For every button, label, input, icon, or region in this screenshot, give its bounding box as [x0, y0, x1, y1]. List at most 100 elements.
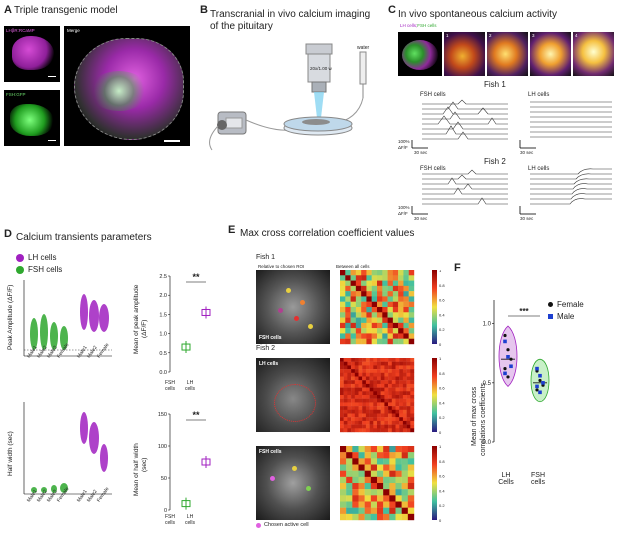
heatmap-cell: [364, 489, 372, 496]
heatmap-cell: [345, 317, 351, 324]
heatmap-cell: [380, 391, 385, 396]
roi-lh-label: LH cells: [259, 361, 279, 367]
heatmap-cell: [398, 301, 404, 308]
heatmap-cell: [391, 361, 396, 366]
heatmap-cell: [358, 358, 363, 362]
mean-marker: [201, 458, 211, 466]
heatmap-cell: [358, 417, 363, 422]
heatmap-cell: [358, 446, 365, 453]
heatmap-cell: [340, 317, 346, 324]
heatmap-cell: [377, 328, 383, 334]
heatmap-cell: [347, 372, 352, 377]
panel-d-letter: D: [4, 228, 12, 240]
heatmap-cell: [373, 391, 378, 396]
heatmap-cell: [401, 476, 409, 484]
heatmap-cell: [388, 372, 392, 377]
male-point: [506, 355, 510, 359]
heatmap-cell: [398, 322, 404, 329]
heatmap-cell: [340, 391, 344, 396]
heatmap-cell: [384, 391, 389, 396]
heatmap-cell: [410, 358, 415, 362]
f-x-lh-1: LH: [501, 472, 511, 479]
heatmap-cell: [347, 424, 352, 429]
heatmap-cell: [371, 328, 378, 334]
heatmap-cell: [362, 391, 367, 396]
heatmap-cell: [395, 424, 400, 429]
heatmap-cell: [350, 296, 357, 302]
panel-f-letter: F: [454, 262, 461, 274]
heatmap-cell: [392, 296, 399, 302]
heatmap-cell: [362, 417, 367, 422]
heatmap-cell: [365, 365, 370, 370]
heatmap-cell: [408, 307, 415, 313]
heatmap-cell: [380, 428, 385, 433]
legend-lh-label: LH cells: [28, 253, 57, 262]
heatmap-cell: [377, 338, 383, 345]
pump-icon: [217, 111, 247, 135]
female-point: [509, 357, 513, 361]
heatmap-cell: [402, 402, 407, 407]
heatmap-cell: [406, 361, 411, 366]
heatmap-cell: [380, 358, 385, 362]
heatmap-cell: [358, 489, 365, 496]
heatmap-cell: [398, 307, 404, 313]
heatmap-cell: [399, 417, 404, 422]
heatmap-cell: [347, 361, 352, 366]
colorbar-tick-label: 0.6: [439, 386, 445, 391]
heatmap-cell: [408, 270, 415, 276]
heatmap-cell: [369, 406, 374, 410]
heatmap-cell: [369, 391, 374, 396]
heatmap-cell: [346, 507, 353, 515]
heatmap-cell: [408, 328, 415, 334]
heatmap-cell: [364, 464, 372, 471]
colorbar-tick-label: 1: [439, 356, 442, 361]
heatmap-cell: [361, 328, 367, 334]
heatmap-cell: [377, 285, 383, 292]
heatmap-cell: [382, 285, 388, 292]
heatmap-cell: [395, 417, 400, 422]
heatmap-cell: [369, 398, 374, 403]
heatmap-cell: [388, 376, 392, 381]
heatmap-cell: [380, 361, 385, 366]
heatmap-cell: [345, 275, 351, 281]
heatmap-cell: [407, 501, 415, 508]
heatmap-cell: [392, 285, 399, 292]
heatmap-cell: [358, 464, 365, 471]
heatmap-cell: [347, 369, 352, 373]
heatmap-cell: [361, 312, 367, 318]
heatmap-cell: [347, 398, 352, 403]
heatmap-cell: [398, 296, 404, 302]
heatmap-cell: [370, 458, 378, 465]
half-x-fsh-2: cells: [164, 520, 175, 526]
heatmap-cell: [373, 424, 378, 429]
heatmap-cell: [371, 317, 378, 324]
heatmap-cell: [395, 383, 400, 388]
heatmap-cell: [354, 428, 359, 433]
violin-halfwidth-plot: Half width (sec): [7, 402, 112, 495]
heatmap-cell: [407, 476, 415, 484]
heatmap-cell: [369, 376, 374, 381]
heatmap-cell: [387, 291, 394, 297]
panel-b-letter: B: [200, 4, 208, 16]
heatmap-cell: [343, 387, 348, 392]
male-point: [503, 371, 507, 376]
inset-lh-label: LH cells: [400, 23, 417, 28]
heatmap-cell: [401, 489, 409, 496]
heatmap-cell: [343, 413, 348, 418]
heatmap-cell: [384, 376, 389, 381]
chosen-label: Chosen active cell: [264, 522, 309, 528]
male-square-icon: [548, 314, 553, 319]
heatmap-cell: [351, 424, 355, 429]
heatmap-cell: [377, 501, 384, 508]
heatmap-cell: [366, 317, 372, 324]
heatmap-cell: [407, 489, 415, 496]
heatmap-cell: [340, 513, 347, 521]
heatmap-cell: [351, 391, 355, 396]
xgroups-half: Male1 Male2 Male3 Female Male1 Male2 Fem…: [22, 486, 118, 520]
heatmap-cell: [387, 328, 394, 334]
heatmap-cell: [347, 409, 352, 414]
heatmap-cell: [387, 317, 394, 324]
heatmap-cell: [366, 312, 372, 318]
heatmap-cell: [369, 372, 374, 377]
heatmap-cell: [345, 312, 351, 318]
